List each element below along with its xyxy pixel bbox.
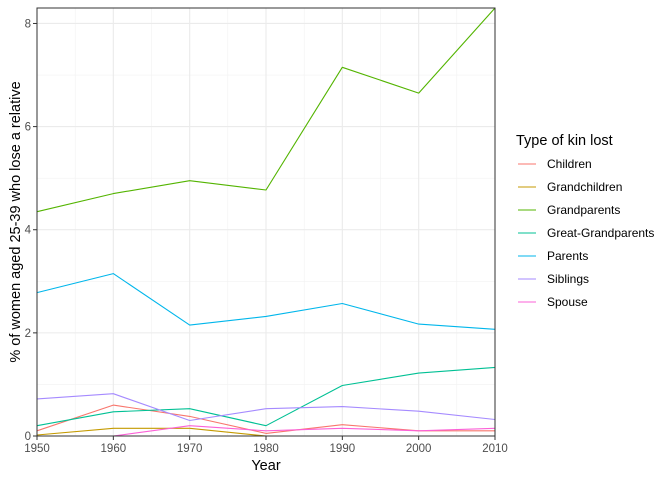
x-tick-label: 1970 <box>177 443 203 455</box>
legend-label-siblings: Siblings <box>547 272 589 286</box>
series-line-grandparents <box>36 7 496 213</box>
x-tick-label: 2010 <box>482 443 508 455</box>
x-tick-label: 1950 <box>24 443 50 455</box>
series-line-great-grandparents <box>36 366 496 427</box>
series-line-siblings <box>36 393 496 422</box>
legend-label-grandparents: Grandparents <box>547 203 620 217</box>
legend-title: Type of kin lost <box>516 133 613 149</box>
series-line-parents <box>36 273 496 330</box>
legend-items: Children Grandchildren Grandparents Great-G… <box>518 157 654 309</box>
y-tick-label: 4 <box>25 225 32 237</box>
x-tick-label: 1960 <box>101 443 127 455</box>
x-tick-label: 2000 <box>406 443 432 455</box>
x-tick-label: 1990 <box>330 443 356 455</box>
legend-label-children: Children <box>547 157 592 171</box>
x-axis: 1950 1960 1970 1980 1990 2000 2010 <box>24 436 508 455</box>
y-tick-label: 0 <box>25 431 31 443</box>
legend: Type of kin lost Children Grandchildren Gr… <box>516 133 654 309</box>
x-tick-label: 1980 <box>253 443 279 455</box>
y-tick-label: 8 <box>25 18 31 30</box>
legend-label-great-grandparents: Great-Grandparents <box>547 226 654 240</box>
x-axis-title: Year <box>251 458 280 474</box>
y-axis-title: % of women aged 25-39 who lose a relativ… <box>8 81 24 362</box>
y-axis: 0 2 4 6 8 <box>25 18 37 443</box>
legend-label-grandchildren: Grandchildren <box>547 180 622 194</box>
y-tick-label: 6 <box>25 122 31 134</box>
y-tick-label: 2 <box>25 328 31 340</box>
legend-label-spouse: Spouse <box>547 295 588 309</box>
legend-label-parents: Parents <box>547 249 588 263</box>
